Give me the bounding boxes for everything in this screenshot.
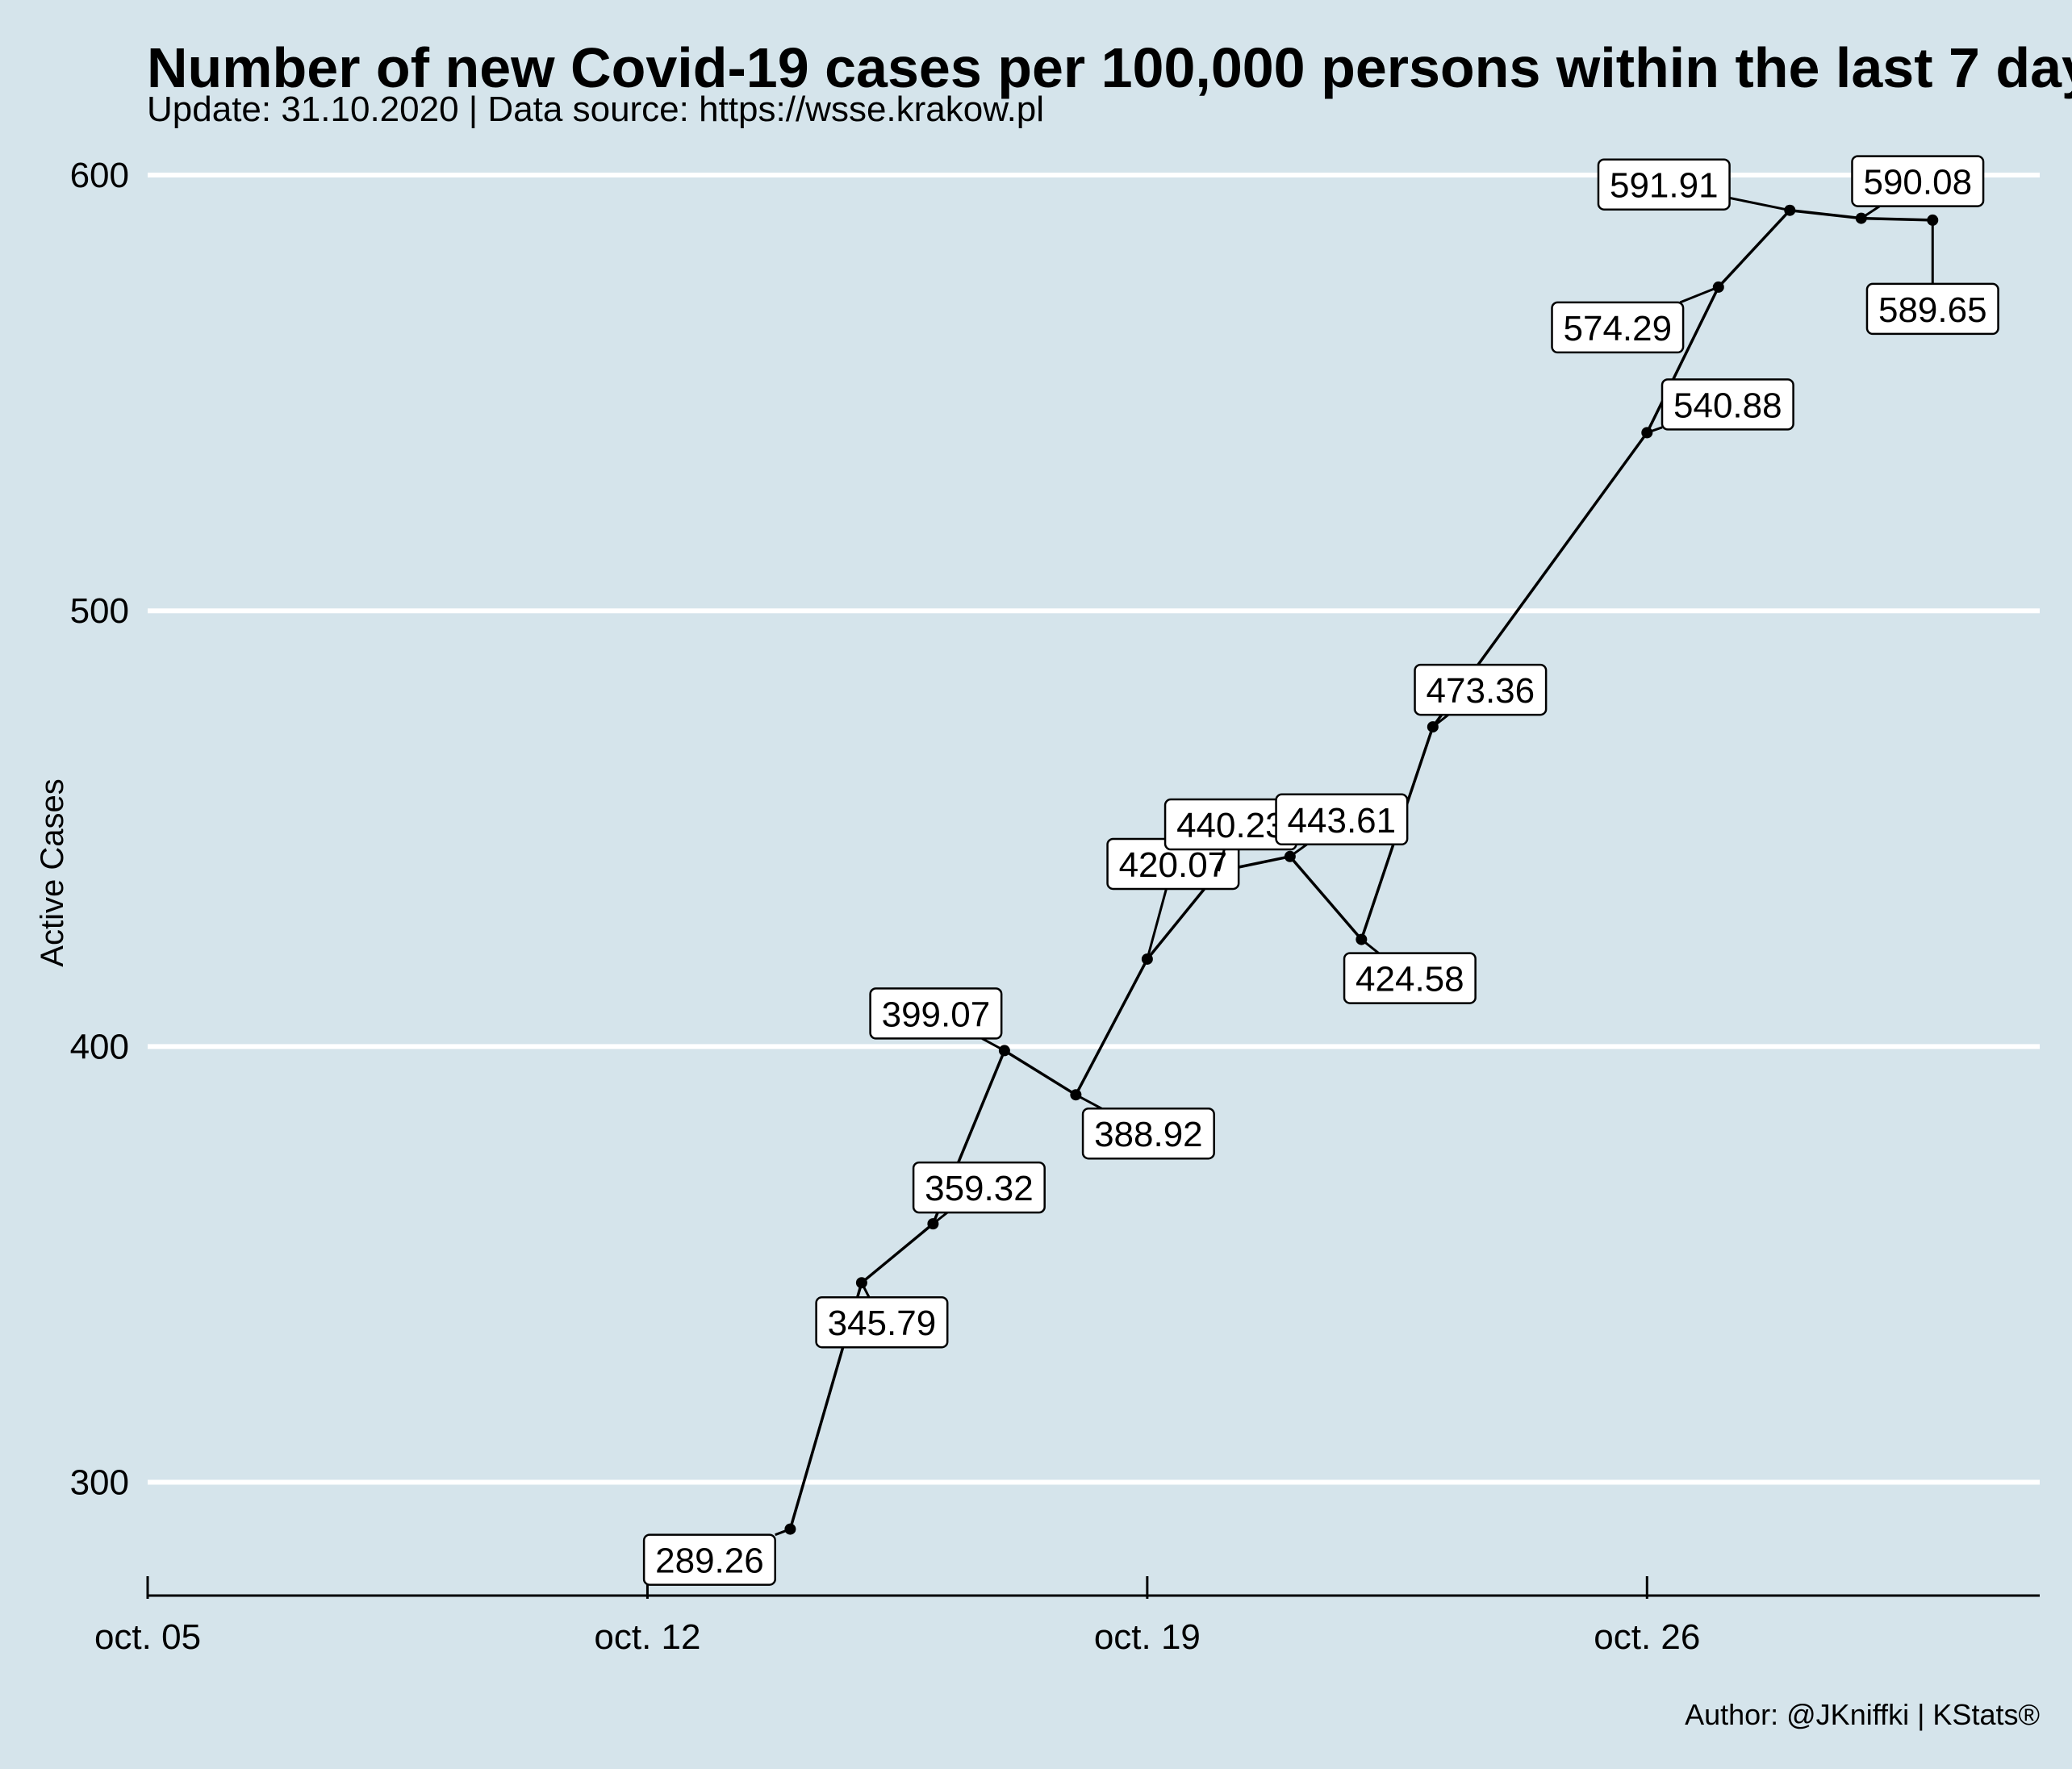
- label-connector: [1646, 426, 1663, 434]
- data-label: 420.07: [1106, 837, 1240, 960]
- y-tick-label: 300: [70, 1463, 129, 1503]
- data-label: 345.79: [815, 1282, 949, 1349]
- data-label: 424.58: [1343, 938, 1477, 1004]
- data-label: 590.08: [1851, 155, 1985, 219]
- label-connector: [981, 1037, 1005, 1052]
- y-tick-label: 600: [70, 156, 129, 195]
- data-label-box: [1551, 301, 1685, 354]
- data-label-text: 399.07: [882, 995, 991, 1034]
- data-label: 289.26: [642, 1528, 791, 1586]
- data-label-box: [1865, 282, 1999, 336]
- data-label-box: [642, 1533, 776, 1586]
- data-label-text: 420.07: [1119, 845, 1228, 885]
- data-label-text: 359.32: [925, 1169, 1034, 1208]
- data-label: 443.61: [1275, 793, 1409, 858]
- data-label-box: [1081, 1107, 1215, 1160]
- data-label: 399.07: [869, 987, 1005, 1052]
- y-tick-label: 500: [70, 591, 129, 631]
- label-connector: [1860, 205, 1881, 219]
- data-label-box: [815, 1295, 949, 1349]
- data-label-text: 589.65: [1878, 290, 1987, 330]
- data-label: 473.36: [1414, 663, 1548, 728]
- data-label-text: 345.79: [828, 1304, 937, 1343]
- label-connector: [1360, 938, 1380, 954]
- x-tick-label: oct. 12: [594, 1617, 700, 1657]
- data-label: 589.65: [1865, 219, 1999, 336]
- label-connector: [860, 1282, 871, 1298]
- label-connector: [1289, 843, 1308, 858]
- label-connector: [775, 1528, 791, 1537]
- data-label-text: 443.61: [1288, 801, 1397, 841]
- label-connector: [1729, 196, 1790, 212]
- data-label-box: [1275, 793, 1409, 846]
- y-axis-ticks: 300 400 500 600: [70, 156, 129, 1503]
- label-connector: [1217, 849, 1226, 872]
- data-label-text: 289.26: [655, 1542, 764, 1581]
- x-axis: oct. 05 oct. 12 oct. 19 oct. 26: [94, 1576, 2040, 1657]
- data-label-box: [1851, 155, 1985, 207]
- data-label-text: 440.23: [1176, 806, 1285, 845]
- data-label-text: 574.29: [1564, 309, 1673, 348]
- gridlines: [148, 173, 2040, 1485]
- data-label-text: 590.08: [1863, 163, 1972, 202]
- data-label-box: [869, 987, 1003, 1040]
- data-label-text: 424.58: [1356, 960, 1464, 999]
- x-tick-label: oct. 05: [94, 1617, 201, 1657]
- data-point: [1641, 427, 1653, 439]
- y-tick-label: 400: [70, 1027, 129, 1066]
- data-labels: 289.26 345.79 359.32 399.07 388.92 420.07440.…: [642, 155, 1999, 1586]
- caption: Author: @JKniffki | KStats®: [1685, 1698, 2040, 1731]
- label-connector: [1075, 1093, 1102, 1110]
- data-label-box: [1661, 378, 1794, 431]
- y-axis-title: Active Cases: [35, 778, 70, 966]
- data-label-box: [1414, 663, 1548, 716]
- data-label: 591.91: [1597, 158, 1790, 212]
- data-label-text: 473.36: [1427, 671, 1535, 711]
- data-label-text: 540.88: [1673, 386, 1782, 425]
- data-label-box: [1597, 158, 1731, 211]
- data-label: 540.88: [1646, 378, 1794, 434]
- label-connector: [1679, 286, 1719, 304]
- x-tick-label: oct. 26: [1594, 1617, 1700, 1657]
- data-label: 359.32: [912, 1161, 1046, 1225]
- label-connector: [1146, 888, 1168, 960]
- data-label-box: [912, 1161, 1046, 1214]
- label-connector: [1431, 713, 1449, 728]
- chart-title: Number of new Covid-19 cases per 100,000…: [147, 36, 2072, 99]
- x-tick-label: oct. 19: [1094, 1617, 1201, 1657]
- data-label-text: 591.91: [1610, 166, 1719, 206]
- chart-subtitle: Update: 31.10.2020 | Data source: https:…: [147, 90, 1044, 129]
- data-label: 388.92: [1075, 1093, 1215, 1160]
- data-label-box: [1343, 952, 1477, 1004]
- data-label: 574.29: [1551, 286, 1719, 354]
- data-label-text: 388.92: [1094, 1115, 1203, 1154]
- label-connector: [932, 1211, 949, 1225]
